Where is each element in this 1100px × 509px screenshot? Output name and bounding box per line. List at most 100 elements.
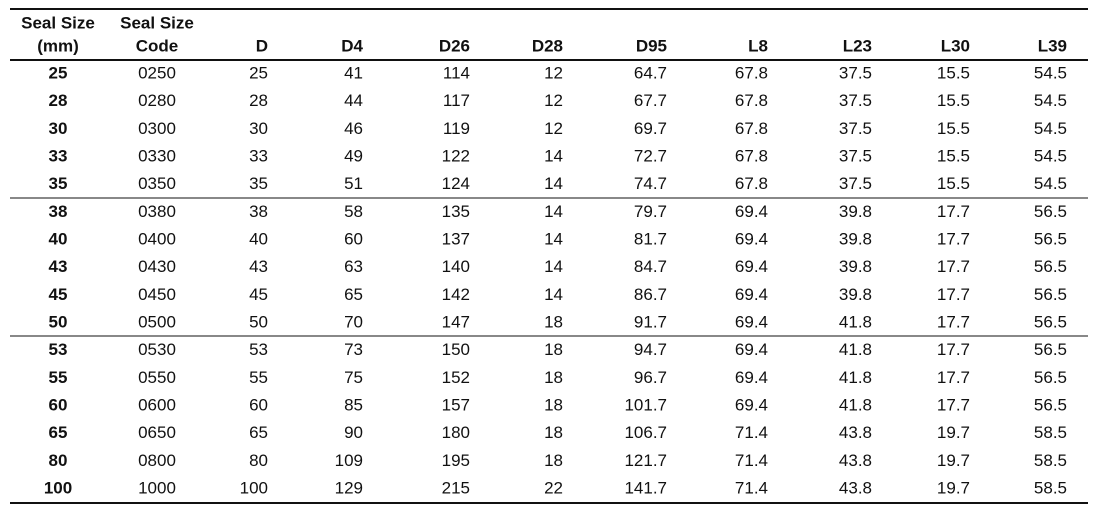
table-cell: 0350	[138, 174, 176, 193]
column-header: D26	[439, 36, 470, 55]
table-cell: 86.7	[634, 285, 667, 304]
table-cell: 19.7	[937, 423, 970, 442]
table-cell: 56.5	[1034, 202, 1067, 221]
row-header: 45	[49, 285, 68, 304]
table-cell: 18	[544, 423, 563, 442]
table-cell: 18	[544, 313, 563, 332]
table-cell: 69.4	[735, 396, 768, 415]
table-cell: 22	[544, 479, 563, 498]
table-cell: 0300	[138, 119, 176, 138]
column-header: D95	[636, 36, 667, 55]
table-cell: 12	[544, 119, 563, 138]
table-cell: 58.5	[1034, 423, 1067, 442]
table-cell: 67.7	[634, 91, 667, 110]
table-cell: 49	[344, 146, 363, 165]
table-cell: 28	[249, 91, 268, 110]
table-cell: 142	[442, 285, 470, 304]
table-cell: 96.7	[634, 368, 667, 387]
column-header: Seal Size	[21, 13, 95, 32]
column-header: L39	[1038, 36, 1067, 55]
row-header: 33	[49, 146, 68, 165]
table-cell: 18	[544, 451, 563, 470]
table-cell: 17.7	[937, 257, 970, 276]
table-cell: 67.8	[735, 91, 768, 110]
table-cell: 129	[335, 479, 363, 498]
table-cell: 19.7	[937, 451, 970, 470]
table-cell: 74.7	[634, 174, 667, 193]
table-cell: 64.7	[634, 63, 667, 82]
row-header: 38	[49, 202, 68, 221]
table-cell: 100	[240, 479, 268, 498]
table-cell: 12	[544, 91, 563, 110]
table-cell: 18	[544, 396, 563, 415]
table-cell: 215	[442, 479, 470, 498]
table-cell: 69.4	[735, 313, 768, 332]
table-cell: 180	[442, 423, 470, 442]
table-cell: 90	[344, 423, 363, 442]
table-cell: 150	[442, 340, 470, 359]
table-cell: 55	[249, 368, 268, 387]
table-cell: 35	[249, 174, 268, 193]
table-cell: 40	[249, 230, 268, 249]
table-cell: 14	[544, 257, 563, 276]
table-cell: 15.5	[937, 91, 970, 110]
table-cell: 43.8	[839, 479, 872, 498]
table-cell: 85	[344, 396, 363, 415]
table-cell: 114	[443, 63, 470, 82]
table-cell: 56.5	[1034, 396, 1067, 415]
table-cell: 56.5	[1034, 368, 1067, 387]
table-cell: 106.7	[624, 423, 667, 442]
table-cell: 41.8	[839, 368, 872, 387]
table-cell: 17.7	[937, 230, 970, 249]
table-cell: 60	[249, 396, 268, 415]
table-cell: 17.7	[937, 285, 970, 304]
table-cell: 41.8	[839, 340, 872, 359]
table-cell: 67.8	[735, 174, 768, 193]
table-cell: 14	[544, 230, 563, 249]
table-cell: 56.5	[1034, 313, 1067, 332]
table-cell: 56.5	[1034, 285, 1067, 304]
table-cell: 71.4	[735, 423, 768, 442]
table-cell: 0800	[138, 451, 176, 470]
row-header: 43	[49, 257, 68, 276]
table-cell: 43	[249, 257, 268, 276]
column-header: L30	[941, 36, 970, 55]
row-header: 30	[49, 119, 68, 138]
column-header: L23	[843, 36, 872, 55]
table-cell: 71.4	[735, 479, 768, 498]
table-cell: 69.7	[634, 119, 667, 138]
table-cell: 56.5	[1034, 257, 1067, 276]
table-cell: 19.7	[937, 479, 970, 498]
table-cell: 17.7	[937, 340, 970, 359]
table-cell: 39.8	[839, 230, 872, 249]
table-cell: 37.5	[839, 63, 872, 82]
table-cell: 80	[249, 451, 268, 470]
table-cell: 0650	[138, 423, 176, 442]
table-cell: 69.4	[735, 285, 768, 304]
table-cell: 135	[442, 202, 470, 221]
table-cell: 157	[442, 396, 470, 415]
table-cell: 195	[442, 451, 470, 470]
table-cell: 0330	[138, 146, 176, 165]
table-cell: 73	[344, 340, 363, 359]
table-cell: 50	[249, 313, 268, 332]
table-cell: 0450	[138, 285, 176, 304]
table-cell: 81.7	[634, 230, 667, 249]
table-cell: 30	[249, 119, 268, 138]
row-header: 40	[49, 230, 68, 249]
table-cell: 54.5	[1034, 119, 1067, 138]
table-cell: 91.7	[634, 313, 667, 332]
row-header: 28	[49, 91, 68, 110]
table-cell: 15.5	[937, 63, 970, 82]
table-cell: 67.8	[735, 146, 768, 165]
table-cell: 33	[249, 146, 268, 165]
table-cell: 94.7	[634, 340, 667, 359]
table-cell: 54.5	[1034, 146, 1067, 165]
row-header: 55	[49, 368, 68, 387]
table-cell: 14	[544, 174, 563, 193]
table-cell: 69.4	[735, 202, 768, 221]
row-header: 25	[49, 63, 68, 82]
table-cell: 124	[442, 174, 470, 193]
table-cell: 15.5	[937, 174, 970, 193]
